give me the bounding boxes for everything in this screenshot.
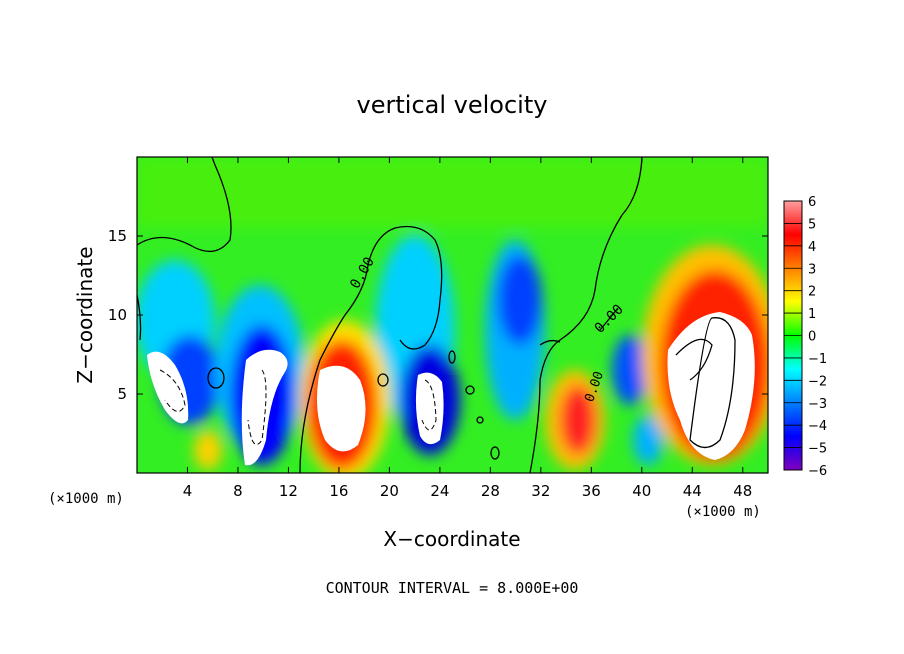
x-axis-ticks: 4 8 12 16 20 24 28 32 36 40 44 48: [183, 157, 752, 500]
y-axis-label: Z−coordinate: [73, 246, 97, 383]
x-tick-label: 24: [430, 482, 449, 500]
colorbar-label: 1: [808, 307, 816, 322]
y-tick-label: 5: [117, 385, 127, 403]
chart-title: vertical velocity: [357, 91, 548, 119]
x-tick-label: 20: [380, 482, 399, 500]
saturated-cores: [147, 312, 755, 466]
colorbar-label: 6: [808, 195, 816, 210]
y-tick-label: 15: [108, 227, 127, 245]
y-axis-label-group: Z−coordinate: [73, 246, 97, 383]
colorbar-label: 3: [808, 262, 816, 277]
x-tick-label: 32: [531, 482, 550, 500]
x-tick-label: 28: [481, 482, 500, 500]
colorbar-label: −5: [808, 442, 827, 457]
colorbar-label: −6: [808, 464, 827, 479]
y-axis-ticks: 5 10 15: [108, 227, 768, 403]
y-tick-label: 10: [108, 306, 127, 324]
x-unit-left: (×1000 m): [48, 491, 124, 507]
x-tick-label: 40: [632, 482, 651, 500]
colorbar-label: 5: [808, 217, 816, 232]
colorbar-label: 0: [808, 330, 816, 345]
x-tick-label: 16: [329, 482, 348, 500]
x-tick-label: 36: [582, 482, 601, 500]
x-axis-label: X−coordinate: [383, 527, 520, 551]
colorbar-label: 2: [808, 285, 816, 300]
plot-area: [137, 157, 768, 473]
x-tick-label: 12: [279, 482, 298, 500]
colorbar-label: −1: [808, 352, 827, 367]
x-tick-label: 48: [733, 482, 752, 500]
colorbar: 6 5 4 3 2 1 0 −1 −2 −3 −4 −5 −6: [783, 195, 827, 479]
x-tick-label: 44: [683, 482, 702, 500]
colorbar-label: −4: [808, 419, 827, 434]
x-unit-right: (×1000 m): [685, 504, 761, 520]
colorbar-label: 4: [808, 240, 816, 255]
colorbar-label: −3: [808, 397, 827, 412]
x-tick-label: 4: [183, 482, 193, 500]
x-tick-label: 8: [233, 482, 243, 500]
negative-contours: [159, 369, 437, 445]
colorbar-label: −2: [808, 374, 827, 389]
contour-lines: [137, 157, 736, 473]
contour-interval-note: CONTOUR INTERVAL = 8.000E+00: [326, 579, 579, 597]
